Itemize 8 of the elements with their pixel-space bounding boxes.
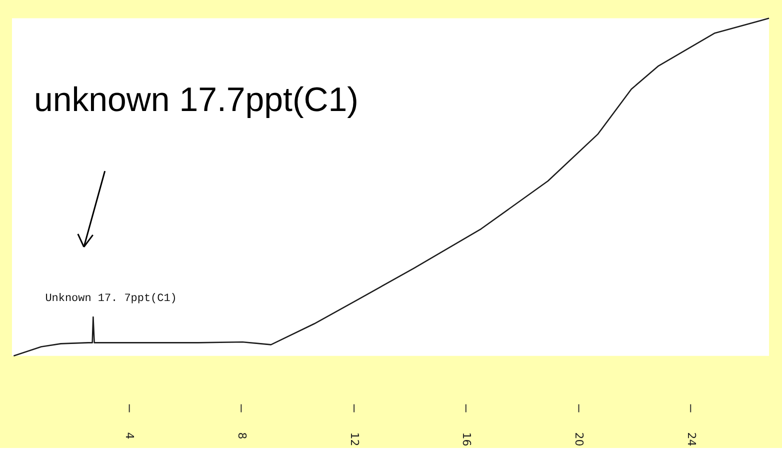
x-tick-label: 8 xyxy=(235,432,248,440)
annotation: Unknown 17. 7ppt(C1) xyxy=(45,293,177,306)
x-tick-label: 20 xyxy=(572,432,586,446)
x-tick-label: 16 xyxy=(460,432,474,446)
annotation: unknown 17.7ppt(C1) xyxy=(34,81,358,120)
x-tick-label: 4 xyxy=(123,432,136,440)
x-tick-label: 12 xyxy=(348,432,361,446)
x-tick-label: 24 xyxy=(684,432,698,446)
